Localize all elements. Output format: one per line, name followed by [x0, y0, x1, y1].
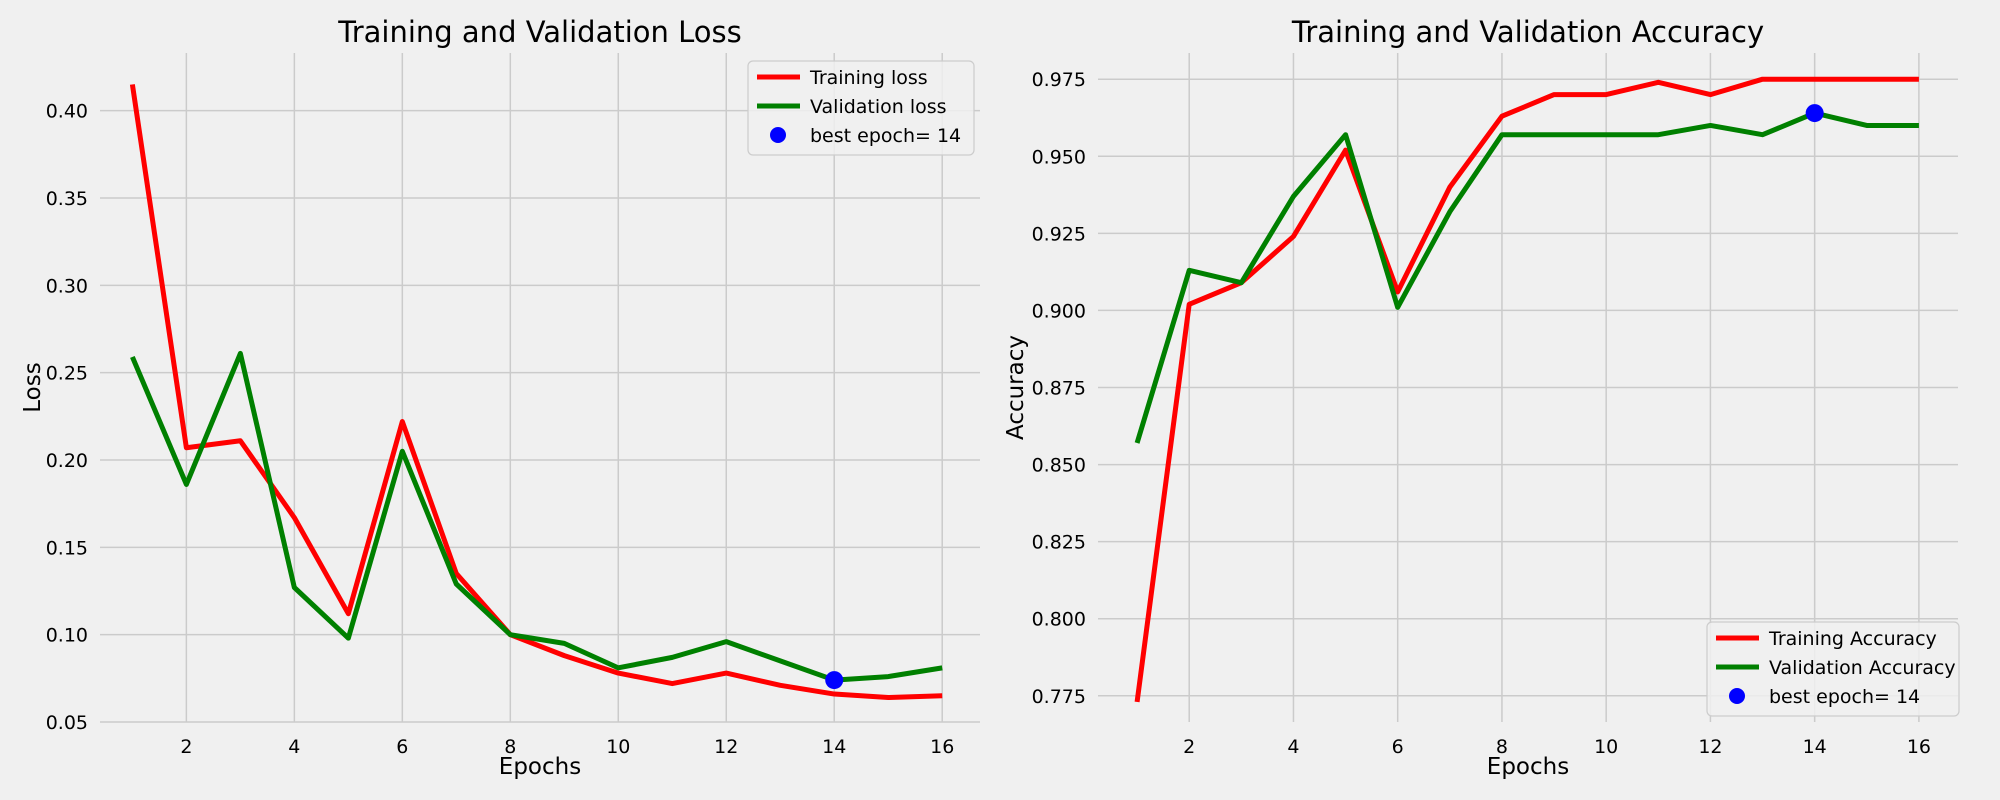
loss-legend: Training loss Validation loss best epoch= … [747, 60, 975, 156]
accuracy-y-tick-label: 0.850 [1032, 455, 1086, 477]
accuracy-y-tick-label: 0.900 [1032, 300, 1086, 322]
loss-series-line-validation [130, 350, 943, 683]
loss-chart-title: Training and Validation Loss [337, 15, 741, 49]
accuracy-y-tick-label: 0.950 [1032, 146, 1086, 168]
loss-x-tick-label: 8 [504, 736, 516, 758]
accuracy-x-tick-label: 12 [1698, 736, 1722, 758]
loss-x-tick-label: 12 [714, 736, 738, 758]
accuracy-y-tick-label: 0.925 [1032, 223, 1086, 245]
accuracy-legend: Training Accuracy Validation Accuracy best… [1706, 621, 1960, 717]
accuracy-x-tick-label: 6 [1392, 736, 1404, 758]
loss-x-tick-label: 4 [288, 736, 300, 758]
loss-y-tick-label: 0.05 [46, 712, 88, 734]
loss-x-tick-label: 16 [930, 736, 954, 758]
loss-y-tick-label: 0.40 [46, 101, 88, 123]
loss-x-tick-label: 10 [606, 736, 630, 758]
accuracy-x-tick-label: 2 [1183, 736, 1195, 758]
accuracy-x-tick-label: 16 [1907, 736, 1931, 758]
accuracy-x-tick-label: 10 [1594, 736, 1618, 758]
accuracy-y-tick-label: 0.875 [1032, 378, 1086, 400]
accuracy-legend-box [1706, 621, 1960, 717]
accuracy-y-tick-label: 0.800 [1032, 609, 1086, 631]
loss-legend-label: best epoch= 14 [810, 125, 961, 147]
loss-best-epoch-point [825, 671, 844, 690]
accuracy-x-tick-label: 14 [1803, 736, 1827, 758]
accuracy-y-tick-label: 0.975 [1032, 69, 1086, 91]
accuracy-best-epoch-point [1805, 104, 1824, 123]
loss-y-tick-label: 0.10 [46, 625, 88, 647]
loss-chart: 2 4 6 8 10 12 14 16 0.05 0.10 0.15 0.20 0.25 0.30 0.35… [20, 15, 980, 780]
loss-x-tick-label: 2 [180, 736, 192, 758]
accuracy-y-tick-label: 0.775 [1032, 686, 1086, 708]
loss-y-tick-label: 0.15 [46, 537, 88, 559]
loss-series-line-training [129, 84, 943, 701]
loss-x-tick-label: 6 [396, 736, 408, 758]
loss-legend-label: Training loss [809, 67, 928, 89]
loss-y-tick-label: 0.20 [46, 450, 88, 472]
loss-y-tick-label: 0.30 [46, 275, 88, 297]
accuracy-series-line-validation [1134, 110, 1919, 444]
loss-y-axis-label: Loss [20, 362, 46, 412]
accuracy-y-axis-label: Accuracy [1003, 335, 1029, 440]
loss-legend-label: Validation loss [810, 96, 947, 118]
loss-x-axis-label: Epochs [499, 754, 581, 780]
loss-legend-marker [770, 127, 786, 143]
loss-legend-box [747, 60, 975, 156]
loss-y-tick-label: 0.25 [46, 363, 88, 385]
accuracy-chart-title: Training and Validation Accuracy [1291, 15, 1764, 49]
accuracy-x-tick-label: 4 [1287, 736, 1299, 758]
loss-y-tick-label: 0.35 [46, 188, 88, 210]
accuracy-series-line-training [1134, 76, 1919, 703]
accuracy-x-tick-label: 8 [1496, 736, 1508, 758]
accuracy-y-tick-label: 0.825 [1032, 532, 1086, 554]
accuracy-legend-label: Validation Accuracy [1769, 657, 1956, 679]
accuracy-legend-label: Training Accuracy [1768, 628, 1937, 650]
accuracy-x-axis-label: Epochs [1487, 754, 1569, 780]
accuracy-chart: 2 4 6 8 10 12 14 16 0.775 0.800 0.825 0.850 0.875 0.9… [1003, 15, 1960, 780]
accuracy-legend-marker [1729, 688, 1745, 704]
loss-x-tick-label: 14 [822, 736, 846, 758]
accuracy-legend-label: best epoch= 14 [1769, 686, 1920, 708]
